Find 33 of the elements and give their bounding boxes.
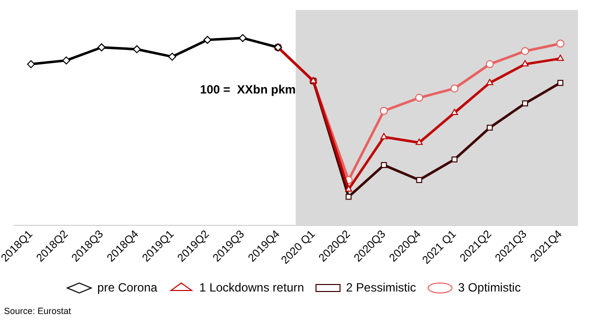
legend-label: 1 Lockdowns return — [199, 280, 304, 294]
point — [556, 54, 564, 61]
legend-label: 3 Optimistic — [458, 280, 521, 294]
point — [346, 194, 352, 200]
point — [416, 138, 423, 145]
point — [380, 106, 388, 115]
point — [380, 162, 387, 168]
point — [168, 52, 176, 61]
point — [26, 60, 35, 68]
point — [522, 60, 529, 66]
point — [132, 45, 141, 54]
point — [345, 185, 352, 192]
point — [452, 156, 458, 162]
point — [486, 78, 494, 86]
point — [521, 47, 530, 56]
point — [380, 133, 388, 140]
point — [557, 80, 564, 86]
point — [450, 108, 458, 115]
point — [450, 84, 458, 92]
point — [522, 100, 528, 106]
point — [556, 40, 564, 48]
point — [203, 36, 212, 44]
point — [486, 60, 494, 68]
annotation: 100 = XXbn pkm — [200, 82, 296, 96]
legend-label: pre Corona — [97, 280, 158, 294]
legend-label: 2 Pessimistic — [346, 280, 416, 294]
point — [238, 34, 247, 42]
point — [486, 124, 493, 131]
point — [62, 56, 70, 64]
source-note: Source: Eurostat — [4, 306, 72, 316]
point — [416, 177, 422, 183]
point — [415, 94, 424, 102]
point — [98, 43, 106, 52]
